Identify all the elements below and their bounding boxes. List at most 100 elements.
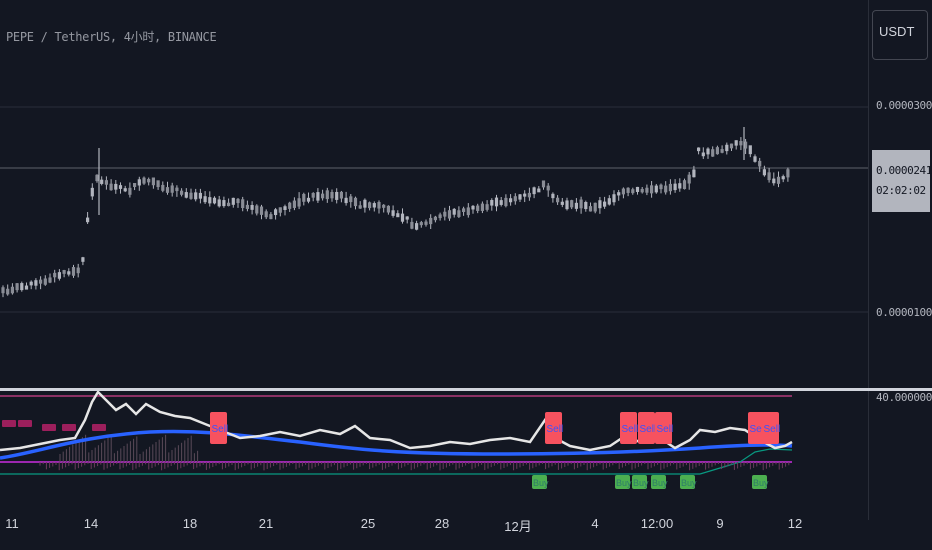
candle-body xyxy=(198,192,202,199)
candle-body xyxy=(269,214,273,220)
candle-body xyxy=(165,187,170,193)
candle-body xyxy=(687,174,691,184)
candle-body xyxy=(410,221,414,229)
buy-signal-label: Buy xyxy=(753,478,769,488)
candle-body xyxy=(786,169,790,178)
candle-body xyxy=(494,197,499,207)
sell-signal-badge xyxy=(655,412,672,444)
time-axis-label: 28 xyxy=(434,516,450,531)
candle-body xyxy=(405,216,409,220)
candle-body xyxy=(241,199,245,209)
candle-body xyxy=(617,192,621,196)
candle-body xyxy=(443,211,447,217)
candle-body xyxy=(631,189,635,194)
candle-body xyxy=(39,279,43,284)
candle-body xyxy=(15,283,19,291)
candle-body xyxy=(621,188,625,195)
candle-body xyxy=(682,180,687,190)
candle-body xyxy=(433,216,437,221)
candle-body xyxy=(603,201,607,207)
buy-signal-label: Buy xyxy=(616,478,632,488)
candle-body xyxy=(711,149,715,157)
candle-body xyxy=(48,277,52,283)
time-axis-label: 25 xyxy=(360,516,376,531)
signal-marker xyxy=(62,424,76,431)
candle-body xyxy=(415,223,419,230)
candle-body xyxy=(504,197,508,207)
candle-body xyxy=(668,183,672,192)
pane-separator[interactable] xyxy=(0,388,932,391)
candle-body xyxy=(306,197,311,202)
candle-body xyxy=(513,196,517,202)
candle-body xyxy=(570,200,574,208)
candle-body xyxy=(739,140,743,146)
candle-body xyxy=(194,192,198,200)
candle-body xyxy=(438,214,442,219)
candle-body xyxy=(509,198,513,203)
candle-body xyxy=(311,193,315,198)
candle-body xyxy=(748,145,752,155)
candle-body xyxy=(659,184,663,190)
signal-marker xyxy=(2,420,16,427)
buy-signal-label: Buy xyxy=(681,478,697,488)
buy-signal-badge xyxy=(651,475,666,489)
candle-body xyxy=(626,187,630,193)
candle-body xyxy=(339,191,343,199)
time-axis-label: 12 xyxy=(787,516,803,531)
sell-signal-label: Sell xyxy=(764,424,781,435)
candle-body xyxy=(729,143,734,149)
candle-body xyxy=(114,183,118,190)
symbol-title: PEPE / TetherUS, 4小时, BINANCE xyxy=(6,30,217,44)
time-axis-label: 11 xyxy=(5,516,19,531)
sell-signal-label: Sell xyxy=(622,424,639,435)
candle-body xyxy=(490,200,494,206)
candle-body xyxy=(151,177,155,186)
candle-body xyxy=(236,198,240,204)
candle-body xyxy=(537,188,541,193)
candle-body xyxy=(123,188,127,192)
time-axis-label: 12月 xyxy=(504,519,532,534)
candle-body xyxy=(664,185,668,193)
oscillator-line xyxy=(0,389,793,452)
candle-body xyxy=(715,147,719,155)
candle-body xyxy=(523,193,527,197)
signal-marker xyxy=(18,420,32,427)
candle-body xyxy=(527,192,531,198)
candle-body xyxy=(767,172,771,181)
candle-body xyxy=(156,180,160,188)
candle-body xyxy=(471,205,475,210)
candle-body xyxy=(635,186,640,192)
candle-body xyxy=(640,188,644,193)
candle-body xyxy=(208,197,212,204)
candle-body xyxy=(250,205,254,210)
indicator-axis-label: 40.00000000 xyxy=(876,391,932,404)
sell-signal-badge xyxy=(620,412,637,444)
candle-body xyxy=(607,198,611,205)
buy-signal-badge xyxy=(632,475,647,489)
time-axis-label: 18 xyxy=(182,516,198,531)
candle-body xyxy=(744,141,748,149)
candle-body xyxy=(1,287,5,294)
candle-body xyxy=(245,204,249,209)
candle-body xyxy=(147,178,151,183)
candle-body xyxy=(104,180,108,185)
buy-signal-label: Buy xyxy=(633,478,649,488)
candle-body xyxy=(462,208,466,213)
candle-body xyxy=(62,270,66,274)
currency-button[interactable]: USDT xyxy=(872,10,928,60)
candle-body xyxy=(278,207,282,213)
candle-body xyxy=(95,174,99,182)
candle-body xyxy=(612,194,616,203)
candle-body xyxy=(76,267,80,274)
time-axis-label: 12:00 xyxy=(640,516,674,531)
candle-body xyxy=(231,197,235,205)
candle-body xyxy=(137,179,141,186)
candle-body xyxy=(227,202,231,207)
candle-body xyxy=(551,193,555,199)
buy-signal-label: Buy xyxy=(652,478,668,488)
candle-body xyxy=(368,202,372,209)
buy-signal-badge xyxy=(680,475,695,489)
candle-body xyxy=(584,202,588,210)
